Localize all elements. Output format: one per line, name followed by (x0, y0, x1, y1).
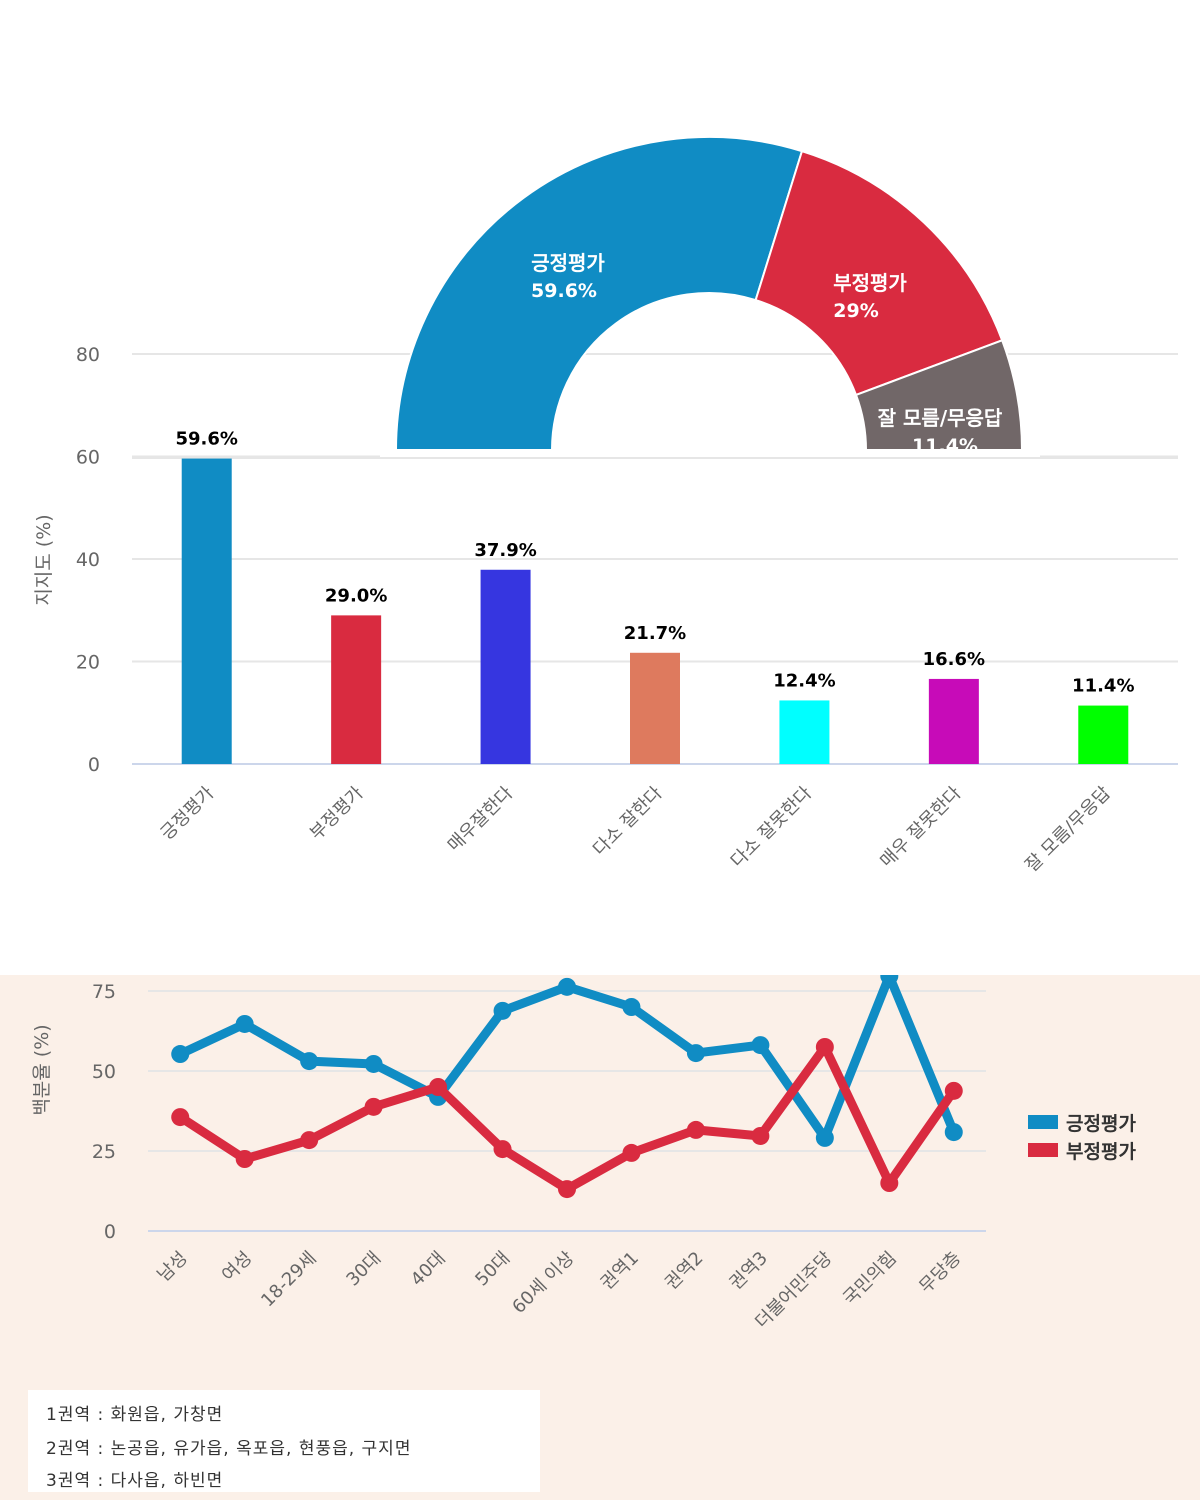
series-point (880, 975, 899, 985)
series-point (171, 1108, 190, 1127)
line-x-tick-label: 30대 (342, 1248, 385, 1291)
bar-x-tick-label: 다소 잘못한다 (727, 782, 816, 871)
line-y-tick-label: 0 (104, 1221, 116, 1243)
series-point (493, 1140, 512, 1159)
legend-label: 긍정평가 (1066, 1112, 1136, 1135)
series-point (235, 1150, 254, 1168)
line-x-tick-label: 여성 (218, 1248, 256, 1286)
legend-item-negative[interactable]: 부정평가 (1028, 1136, 1136, 1164)
bar-x-tick-label: 긍정평가 (157, 783, 219, 845)
series-point (751, 1126, 770, 1145)
bar-y-tick-label: 80 (76, 344, 100, 366)
line-x-tick-label: 국민의힘 (839, 1248, 901, 1310)
series-point (558, 1180, 576, 1199)
bar (779, 700, 830, 764)
line-x-tick-label: 권역3 (726, 1248, 772, 1294)
series-point (300, 1131, 319, 1150)
line-series (171, 975, 963, 1199)
line-x-tick-label: 40대 (407, 1248, 450, 1291)
bar-x-tick-label: 다소 잘한다 (589, 782, 667, 860)
bar (181, 458, 232, 764)
line-legend[interactable]: 긍정평가 부정평가 (1028, 1108, 1136, 1164)
bar-x-tick-label: 부정평가 (306, 783, 368, 845)
bar-y-tick-label: 0 (88, 754, 100, 776)
donut-slice (754, 149, 1004, 397)
bar-y-tick-label: 40 (76, 549, 100, 571)
donut-baseline-mask (380, 450, 1040, 470)
series-point (751, 1036, 770, 1055)
line-x-tick-label: 권역1 (597, 1248, 643, 1294)
series-point (171, 1045, 190, 1064)
series-line (175, 1042, 959, 1194)
series-point (815, 1038, 834, 1056)
series-point (686, 1044, 705, 1063)
note-line: 3권역 : 다사읍, 하빈면 (46, 1471, 224, 1491)
line-y-axis-label: 백분율 (%) (31, 1024, 53, 1115)
bar-data-label: 11.4% (1072, 676, 1134, 697)
donut-value-label: 29% (833, 300, 878, 322)
bar-y-axis-label: 지지도 (%) (33, 514, 55, 605)
series-point (944, 1123, 963, 1142)
bar-y-tick-label: 20 (76, 652, 100, 674)
line-x-tick-label: 60세 이상 (508, 1248, 578, 1318)
bar-data-label: 59.6% (175, 429, 237, 450)
donut-slice (394, 136, 804, 451)
series-point (364, 1054, 383, 1073)
series-point (622, 998, 641, 1016)
bar-data-label: 12.4% (773, 670, 835, 691)
line-y-tick-label: 50 (92, 1061, 116, 1083)
line-y-tick-label: 75 (92, 981, 116, 1003)
line-y-tick-label: 25 (92, 1141, 116, 1163)
legend-label: 부정평가 (1066, 1140, 1136, 1163)
bar (331, 615, 382, 764)
line-x-tick-label: 권역2 (661, 1248, 707, 1294)
legend-item-positive[interactable]: 긍정평가 (1028, 1108, 1136, 1136)
series-line (175, 975, 959, 1143)
series-point (944, 1081, 963, 1100)
series-point (558, 977, 576, 996)
series-point (300, 1052, 319, 1071)
line-x-tick-label: 50대 (471, 1248, 514, 1291)
line-x-tick-label: 남성 (153, 1248, 191, 1286)
note-line: 1권역 : 화원읍, 가창면 (46, 1405, 224, 1425)
series-point (815, 1128, 834, 1147)
legend-marker-icon (1028, 1143, 1058, 1157)
line-x-tick-label: 무당층 (915, 1248, 965, 1298)
bar-data-label: 16.6% (923, 649, 985, 670)
bar-x-tick-label: 잘 모름/무응답 (1021, 783, 1114, 876)
bar-data-label: 21.7% (624, 623, 686, 644)
bar-x-tick-label: 매우 잘못한다 (876, 782, 965, 871)
line-x-tick-label: 18-29세 (257, 1248, 321, 1312)
series-point (493, 1001, 512, 1020)
series-point (364, 1097, 383, 1116)
series-point (686, 1120, 705, 1139)
donut-category-label: 잘 모름/무응답 (878, 406, 1003, 430)
bar-x-tick-label: 매우잘한다 (444, 782, 518, 856)
bar-y-tick-label: 60 (76, 447, 100, 469)
series-point (235, 1014, 254, 1033)
bar-data-label: 29.0% (325, 585, 387, 606)
note-line: 2권역 : 논공읍, 유가읍, 옥포읍, 현풍읍, 구지면 (46, 1439, 412, 1459)
donut-value-label: 59.6% (531, 280, 597, 302)
donut-category-label: 긍정평가 (531, 251, 605, 275)
region-notes: 1권역 : 화원읍, 가창면 2권역 : 논공읍, 유가읍, 옥포읍, 현풍읍,… (28, 1390, 540, 1492)
top-panel: 0 20 40 60 80 긍정평가 59.6% 부정평가 29% 잘 모름/무응답 11.4% … (33, 136, 1178, 877)
series-point (880, 1174, 899, 1192)
donut-category-label: 부정평가 (833, 271, 907, 295)
bar (630, 652, 680, 764)
legend-marker-icon (1028, 1115, 1058, 1129)
series-point (622, 1143, 641, 1162)
bar (1078, 705, 1129, 764)
bars: 59.6% 긍정평가 29.0% 부정평가 37.9% 매우잘한다 21.7% 다소 잘한다 1… (157, 429, 1135, 877)
bar-data-label: 37.9% (474, 540, 536, 561)
bar (480, 569, 531, 764)
series-point (429, 1078, 448, 1096)
bar (928, 678, 979, 764)
